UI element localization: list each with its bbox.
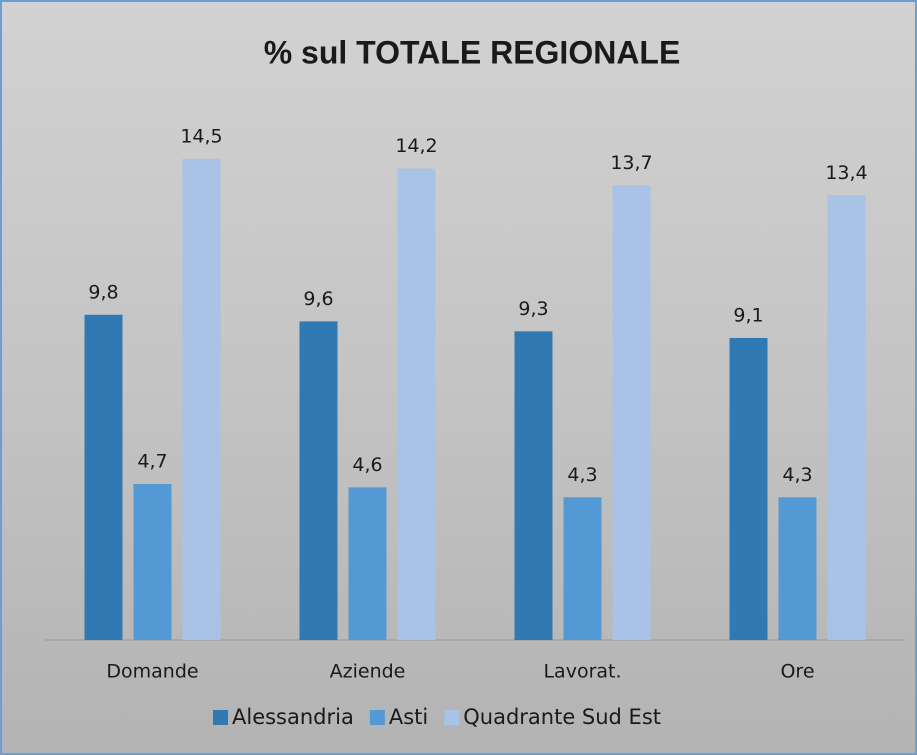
legend-label: Asti bbox=[389, 705, 428, 729]
legend-swatch bbox=[444, 710, 459, 725]
bar bbox=[398, 169, 436, 640]
page: % sul TOTALE REGIONALE Domande 9,8 4,7 14,5… bbox=[0, 0, 917, 755]
data-label: 14,5 bbox=[180, 125, 222, 147]
chart-title: % sul TOTALE REGIONALE bbox=[264, 34, 681, 70]
bar bbox=[85, 315, 123, 640]
background bbox=[0, 0, 917, 755]
bar bbox=[300, 321, 338, 640]
data-label: 4,7 bbox=[137, 451, 167, 473]
bar bbox=[183, 159, 221, 640]
data-label: 13,7 bbox=[610, 152, 652, 174]
x-tick-label: Lavorat. bbox=[543, 661, 621, 683]
bar bbox=[613, 185, 651, 640]
data-label: 4,3 bbox=[567, 464, 597, 486]
bar bbox=[515, 331, 553, 640]
legend-label: Alessandria bbox=[232, 705, 354, 729]
data-label: 9,1 bbox=[733, 304, 763, 326]
bar bbox=[828, 195, 866, 640]
data-label: 13,4 bbox=[825, 162, 867, 184]
x-tick-label: Aziende bbox=[330, 661, 406, 683]
data-label: 4,6 bbox=[352, 454, 382, 476]
bar bbox=[349, 487, 387, 640]
x-tick-label: Domande bbox=[106, 661, 198, 683]
data-label: 9,3 bbox=[518, 298, 548, 320]
bar bbox=[134, 484, 172, 640]
data-label: 9,8 bbox=[88, 281, 118, 303]
data-label: 14,2 bbox=[395, 135, 437, 157]
x-tick-label: Ore bbox=[780, 661, 814, 683]
data-label: 4,3 bbox=[782, 464, 812, 486]
bar bbox=[730, 338, 768, 640]
data-label: 9,6 bbox=[303, 288, 333, 310]
chart: % sul TOTALE REGIONALE Domande 9,8 4,7 14,5… bbox=[0, 0, 917, 755]
bar bbox=[564, 497, 602, 640]
legend-label: Quadrante Sud Est bbox=[463, 705, 661, 729]
legend-swatch bbox=[370, 710, 385, 725]
bar bbox=[779, 497, 817, 640]
legend-swatch bbox=[213, 710, 228, 725]
